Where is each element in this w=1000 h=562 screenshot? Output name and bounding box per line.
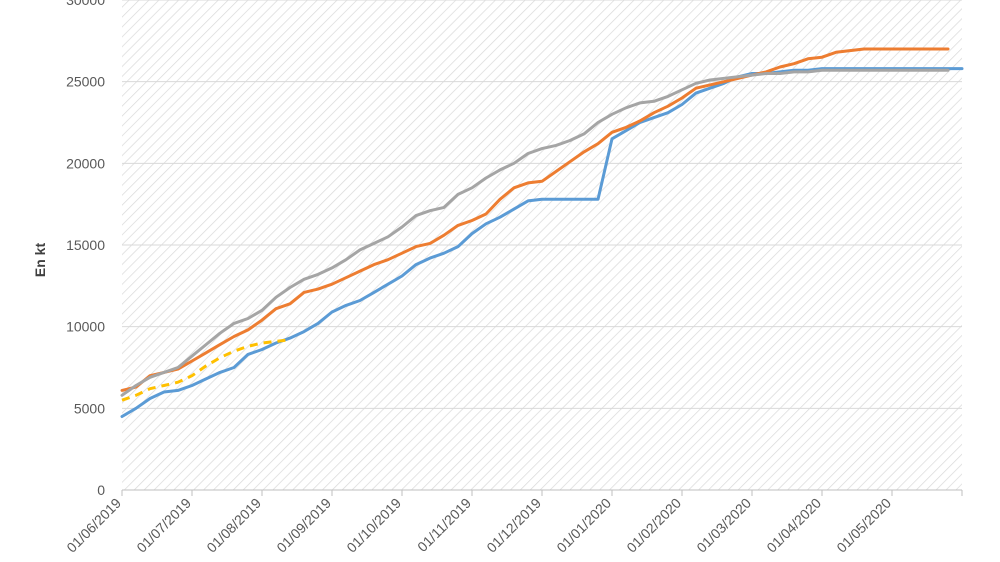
series-line-2 [120, 47, 950, 392]
series-line-1 [120, 67, 964, 418]
x-tick-label-4: 01/10/2019 [343, 495, 404, 556]
axes [121, 489, 963, 496]
x-tick-label-7: 01/01/2020 [553, 495, 614, 556]
x-tick-label-6: 01/12/2019 [483, 495, 544, 556]
x-tick-label-3: 01/09/2019 [273, 495, 334, 556]
y-tick-label-3: 15000 [66, 237, 105, 253]
x-tick-label-5: 01/11/2019 [414, 495, 474, 555]
x-tick-label-1: 01/07/2019 [133, 495, 194, 556]
series-line-3 [120, 68, 950, 397]
x-tick-label-9: 01/03/2020 [693, 495, 754, 556]
y-tick-label-1: 5000 [74, 400, 105, 416]
x-tick-label-0: 01/06/2019 [63, 495, 124, 556]
y-tick-label-5: 25000 [66, 74, 105, 90]
series-line-4 [121, 338, 291, 402]
x-tick-label-8: 01/02/2020 [623, 495, 684, 556]
y-tick-label-2: 10000 [66, 319, 105, 335]
y-axis-title: En kt [32, 243, 48, 278]
series-lines [120, 47, 964, 418]
x-tick-label-10: 01/04/2020 [763, 495, 824, 556]
y-tick-label-4: 20000 [66, 155, 105, 171]
y-tick-label-0: 0 [97, 482, 105, 498]
gridlines [122, 0, 962, 409]
x-tick-label-2: 01/08/2019 [203, 495, 264, 556]
x-tick-label-11: 01/05/2020 [833, 495, 894, 556]
y-tick-label-6: 30000 [66, 0, 105, 8]
